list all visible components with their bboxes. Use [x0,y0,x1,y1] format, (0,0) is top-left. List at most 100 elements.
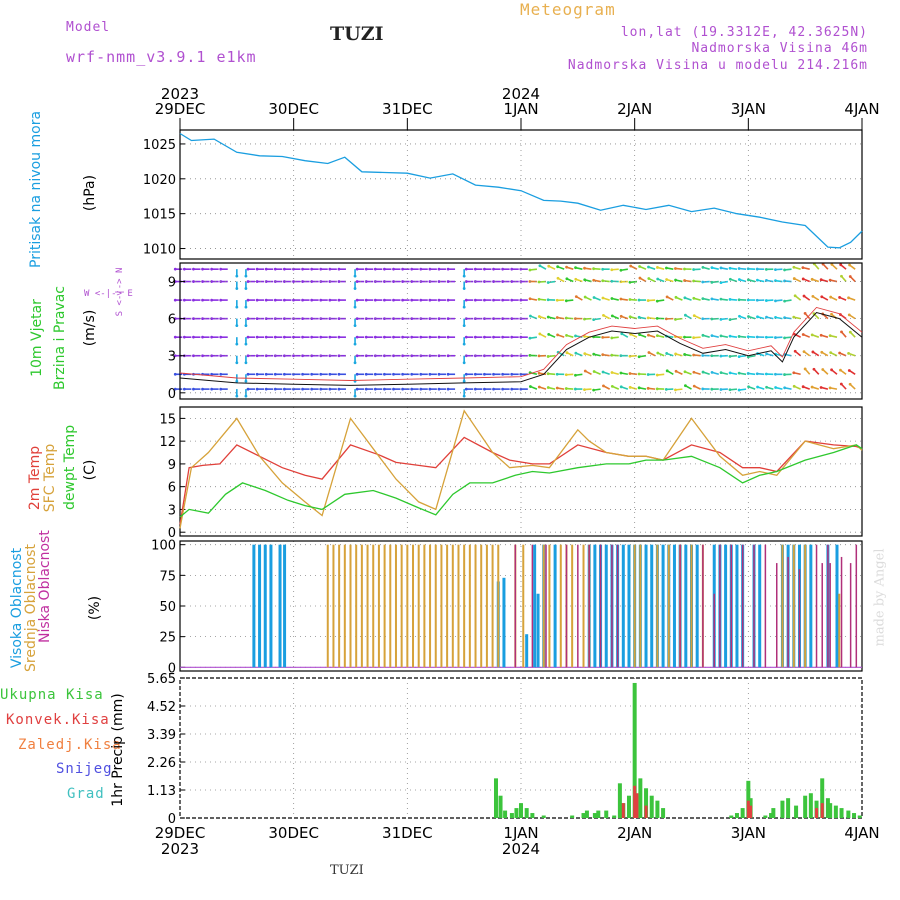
precip-total-bar [584,810,589,818]
wind-arrow-head [756,315,759,319]
wind-arrow-head [373,267,377,271]
pressure-line [179,132,863,249]
wind-arrow-head [219,335,223,339]
precip-ytick-label: 3.39 [147,728,176,743]
wind-arrow-head [192,298,195,302]
cloud-low-bar [753,544,755,668]
wind-ytick-label: 6 [168,313,176,328]
precip-total-bar [541,815,546,818]
wind-arrow-head [462,324,466,328]
wind-arrow-head [355,372,359,376]
wind-arrow-head [812,367,816,371]
wind-arrow-head [574,266,577,270]
cloud-low-bar [815,544,818,668]
wind-arrow-head [556,265,560,269]
wind-arrow-head [710,317,714,321]
wind-arrow-head [492,335,495,339]
wind-arrow-head [255,372,259,376]
wind-arrow-head [848,382,852,386]
wind-arrow-head [319,335,323,339]
precip-total-bar [786,798,791,818]
wind-arrow-head [273,298,277,302]
wind-arrow-head [428,267,432,271]
wind-arrow-head [392,354,395,358]
wind-arrow-head [353,274,357,278]
cloud-high-bar [553,544,557,668]
wind-arrow-head [364,317,368,321]
wind-arrow-head [610,371,614,374]
cloud-mid-bar [417,544,420,668]
wind-arrow-head [246,335,250,339]
wind-arrow-head [264,335,268,339]
wind-arrow-head [610,384,614,388]
wind-arrow-head [501,372,505,376]
wind-arrow-head [264,387,268,391]
cloud-high-bar [835,544,839,668]
precip-conv-bar [621,803,625,818]
wind-arrow-head [410,335,414,339]
wind-arrow-head [483,317,486,321]
cloud-low-bar [776,563,778,668]
wind-arrow-head [483,280,486,283]
wind-arrow-head [464,354,468,358]
precip-conv-bar [635,793,639,818]
cloud-mid-bar [360,544,363,668]
cloud-high-bar [252,544,256,668]
wind-arrow-head [428,298,432,302]
wind-arrow-head [546,298,550,302]
wind-arrow-head [173,317,177,321]
cloud-high-bar [684,544,688,668]
cloud-low-bar [741,544,744,668]
wind-arrow-head [428,280,432,283]
wind-arrow-head [355,335,359,339]
wind-arrow-head [592,352,596,356]
wind-arrow-head [674,388,677,392]
wind-arrow-head [264,354,268,358]
wind-arrow-head [492,267,495,271]
wind-arrow-head [665,278,669,281]
wind-arrow-head [755,298,759,302]
wind-arrow-head [519,267,523,271]
precip-ytick-label: 4.52 [147,700,176,715]
wind-arrow-head [410,354,414,358]
wind-arrow-head [719,388,723,391]
cloud-low-bar [827,544,829,668]
wind-arrow-head [592,278,596,282]
wind-arrow-head [392,317,395,321]
wind-arrow-head [738,314,741,318]
wind-arrow-head [446,335,450,339]
wind-ytick-label: 0 [168,387,176,402]
wind-arrow-head [537,371,541,375]
wind-arrow-head [602,384,605,388]
precip-total-bar [857,815,862,818]
wind-arrow-head [537,354,541,358]
wind-arrow-head [793,294,797,298]
wind-arrow-head [774,279,777,283]
cloud-mid-bar [582,544,585,668]
wind-arrow-head [819,278,823,282]
wind-arrow-head [638,265,641,268]
wind-arrow-head [610,297,614,300]
wind-arrow-head [619,385,623,389]
wind-arrow-head [683,370,687,374]
wind-arrow-head [510,387,514,391]
wind-arrow-head [801,385,805,389]
cloud-mid-bar [451,544,454,668]
wind-arrow-head [383,280,386,283]
wind-arrow-head [583,334,586,338]
wind-arrow-head [810,277,814,281]
wind-arrow-head [282,387,286,391]
pressure-ytick-label: 1020 [143,173,176,188]
wind-arrow-head [310,298,314,302]
wind-arrow-head [847,296,850,300]
wind-arrow-head [728,298,732,301]
precip-total-bar [493,778,498,818]
wind-arrow-head [710,370,714,374]
wind-arrow-head [337,298,341,302]
wind-arrow-head [601,336,605,339]
wind-arrow-head [410,317,414,321]
wind-arrow-head [847,369,851,372]
wind-arrow-head [282,354,286,358]
wind-arrow-head [235,394,239,398]
pressure-frame [179,129,863,260]
